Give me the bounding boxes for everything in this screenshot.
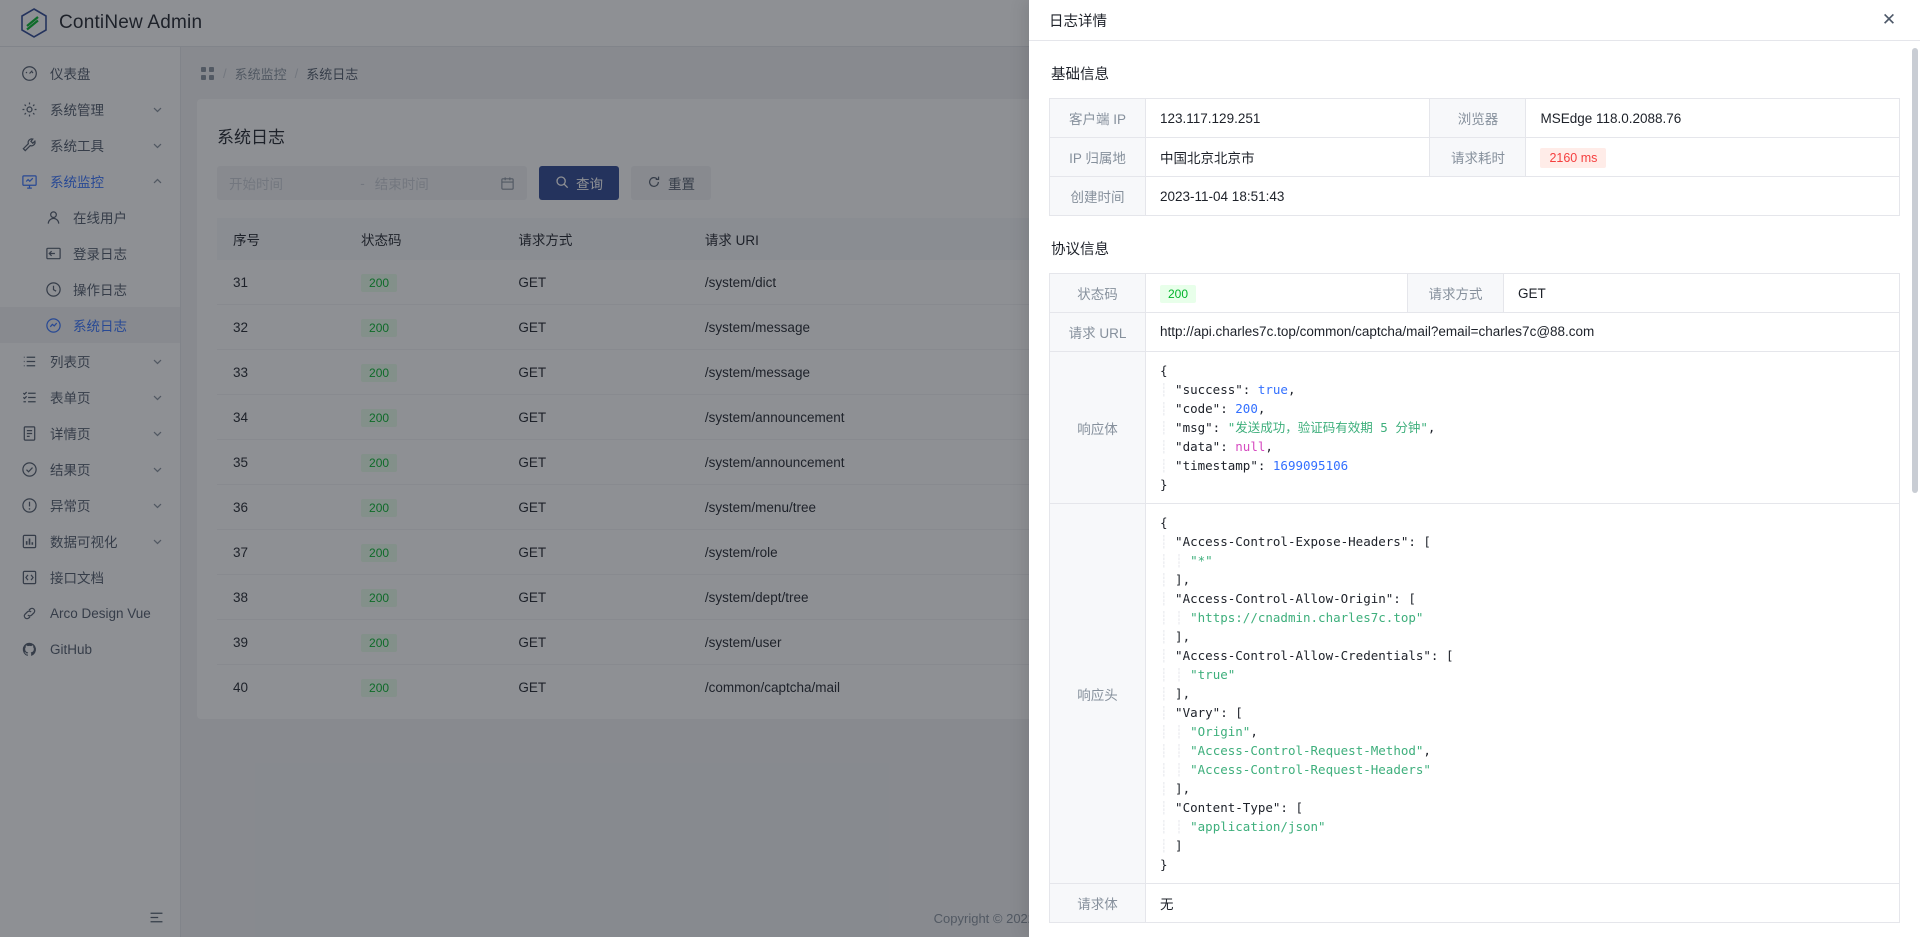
region-label: IP 归属地 xyxy=(1049,137,1146,177)
created-time-label: 创建时间 xyxy=(1049,176,1146,216)
protocol-info-title: 协议信息 xyxy=(1051,242,1109,258)
client-ip-value: 123.117.129.251 xyxy=(1144,98,1431,138)
log-detail-drawer: 日志详情 ✕ 基础信息 客户端 IP 123.117.129.251 浏览器 M… xyxy=(1029,0,1920,937)
table-row: 状态码 200 请求方式 GET xyxy=(1049,273,1900,313)
request-method-label: 请求方式 xyxy=(1407,273,1504,313)
table-row: 创建时间 2023-11-04 18:51:43 xyxy=(1049,176,1900,216)
response-body-value: { ┊ "success": true, ┊ "code": 200, ┊ "m… xyxy=(1145,351,1900,504)
response-headers-value: { ┊ "Access-Control-Expose-Headers": [ ┊… xyxy=(1145,503,1900,884)
table-row: 响应头 { ┊ "Access-Control-Expose-Headers":… xyxy=(1049,503,1900,884)
response-body-label: 响应体 xyxy=(1049,351,1146,504)
table-row: 请求 URL http://api.charles7c.top/common/c… xyxy=(1049,312,1900,352)
cost-value-cell: 2160 ms xyxy=(1525,137,1900,177)
client-ip-label: 客户端 IP xyxy=(1049,98,1146,138)
response-headers-label: 响应头 xyxy=(1049,503,1146,884)
status-badge: 2160 ms xyxy=(1540,147,1607,168)
request-body-label: 请求体 xyxy=(1049,883,1146,923)
status-badge: 200 xyxy=(1160,284,1197,303)
drawer-scrollbar[interactable] xyxy=(1912,48,1918,493)
request-method-value: GET xyxy=(1503,273,1900,313)
created-time-value: 2023-11-04 18:51:43 xyxy=(1145,176,1900,216)
status-code-value-cell: 200 xyxy=(1145,273,1408,313)
table-row: 响应体 { ┊ "success": true, ┊ "code": 200, … xyxy=(1049,351,1900,504)
drawer-title: 日志详情 xyxy=(1049,13,1107,30)
basic-info-table: 客户端 IP 123.117.129.251 浏览器 MSEdge 118.0.… xyxy=(1049,98,1900,216)
table-row: 请求体 无 xyxy=(1049,883,1900,923)
status-code-label: 状态码 xyxy=(1049,273,1146,313)
browser-value: MSEdge 118.0.2088.76 xyxy=(1525,98,1900,138)
drawer-header: 日志详情 ✕ xyxy=(1029,0,1920,41)
table-row: 客户端 IP 123.117.129.251 浏览器 MSEdge 118.0.… xyxy=(1049,98,1900,138)
basic-info-title: 基础信息 xyxy=(1051,67,1109,83)
request-url-label: 请求 URL xyxy=(1049,312,1146,352)
close-icon[interactable]: ✕ xyxy=(1881,10,1897,29)
cost-label: 请求耗时 xyxy=(1429,137,1527,177)
drawer-body: 基础信息 客户端 IP 123.117.129.251 浏览器 MSEdge 1… xyxy=(1029,41,1920,937)
table-row: IP 归属地 中国北京北京市 请求耗时 2160 ms xyxy=(1049,137,1900,177)
region-value: 中国北京北京市 xyxy=(1144,137,1431,177)
browser-label: 浏览器 xyxy=(1429,98,1527,138)
response-body-code: { ┊ "success": true, ┊ "code": 200, ┊ "m… xyxy=(1160,363,1436,492)
protocol-info-table: 状态码 200 请求方式 GET 请求 URL http://api.charl… xyxy=(1049,273,1900,923)
request-body-value: 无 xyxy=(1145,883,1900,923)
response-headers-code: { ┊ "Access-Control-Expose-Headers": [ ┊… xyxy=(1160,515,1454,872)
request-url-value: http://api.charles7c.top/common/captcha/… xyxy=(1145,312,1900,352)
